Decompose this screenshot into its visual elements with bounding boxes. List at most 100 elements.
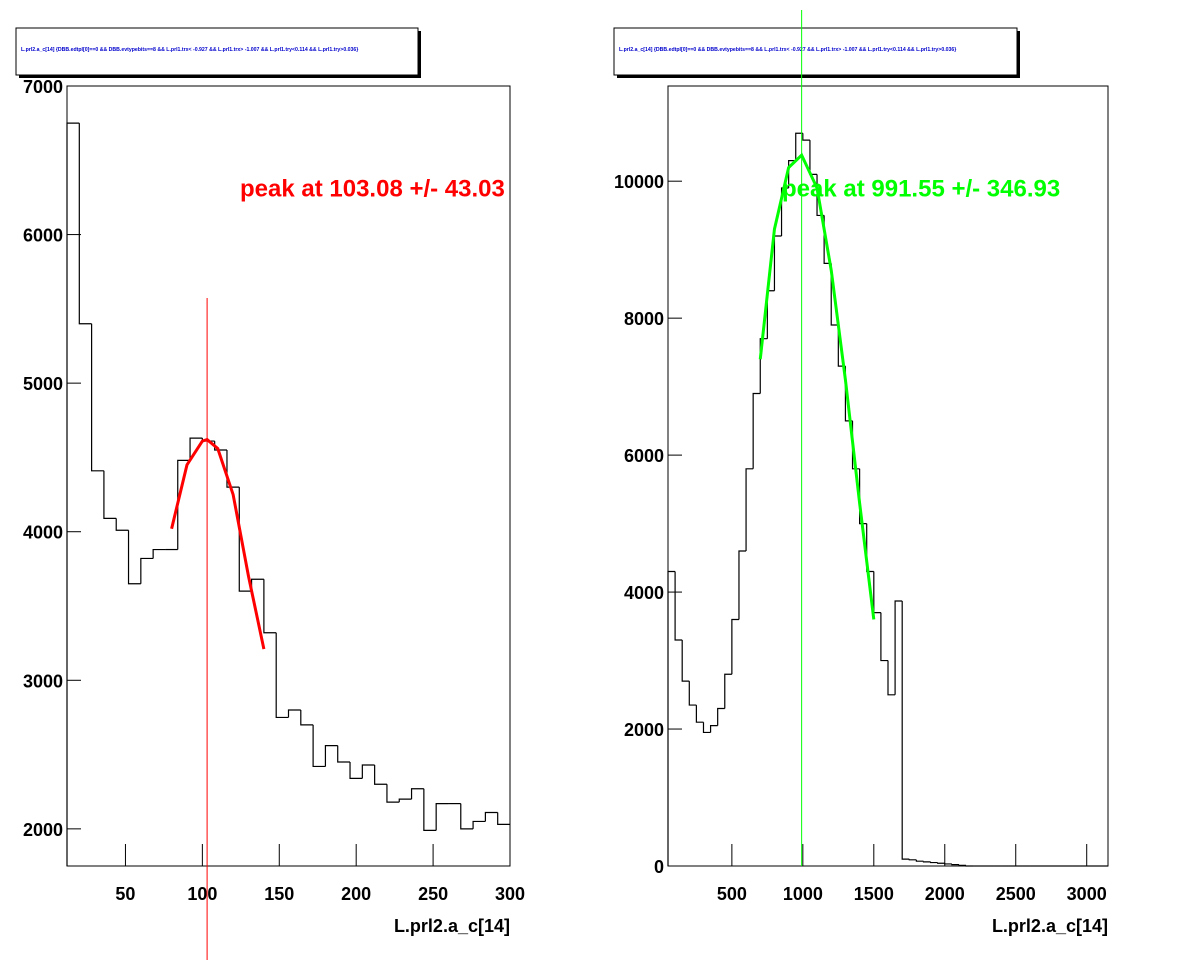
histogram-bin: [695, 705, 704, 723]
histogram-bin: [398, 798, 412, 803]
histogram-bin: [349, 762, 363, 779]
histogram-bin: [115, 518, 129, 531]
histogram-bin: [901, 600, 910, 860]
histogram-bin: [773, 235, 782, 291]
histogram-bin: [809, 140, 818, 175]
histogram-bin: [226, 450, 240, 488]
histogram-bin: [423, 788, 437, 831]
histogram-bin: [830, 263, 839, 326]
y-tick-label: 0: [654, 857, 664, 877]
y-tick-label: 3000: [23, 671, 63, 691]
histogram-bin: [497, 812, 510, 825]
histogram-bin: [152, 548, 166, 559]
histogram-bin: [674, 571, 683, 641]
annotation: peak at 103.08 +/- 43.03: [240, 175, 505, 202]
y-tick-label: 4000: [23, 523, 63, 543]
x-tick-label: 1000: [783, 884, 823, 904]
chart-title: L.prl2.a_c[14] {DBB.edtpl[0]==0 && DBB.e…: [619, 47, 956, 53]
histogram-bin: [91, 323, 104, 472]
histogram-bin: [880, 612, 888, 662]
histogram-bin: [361, 764, 375, 779]
histogram-bin: [887, 660, 896, 696]
x-tick-label: 200: [341, 884, 371, 904]
plot-frame: [66, 85, 511, 867]
fit-curve: [758, 152, 876, 620]
histogram-bin: [189, 437, 203, 461]
histogram-bin: [140, 557, 154, 584]
histogram-bin: [745, 468, 754, 551]
y-tick-label: 5000: [23, 374, 63, 394]
y-tick-label: 10000: [614, 172, 664, 192]
y-tick-label: 4000: [624, 583, 664, 603]
histogram-bin: [908, 859, 917, 861]
fit-curve: [170, 437, 266, 650]
histogram-bin: [78, 123, 92, 325]
histogram-bin: [922, 861, 931, 863]
histogram-bin: [127, 530, 141, 585]
histogram-bin: [951, 863, 959, 866]
y-tick-label: 2000: [23, 820, 63, 840]
histogram-bin: [337, 745, 351, 763]
histogram-bin: [460, 803, 474, 830]
histogram-bin: [250, 578, 264, 592]
x-tick-label: 3000: [1067, 884, 1107, 904]
x-tick-label: 300: [495, 884, 525, 904]
annotation: peak at 991.55 +/- 346.93: [782, 175, 1060, 202]
histogram-bin: [300, 710, 314, 726]
histogram-bin: [873, 571, 881, 614]
histogram-bin: [937, 862, 945, 864]
histogram-bin: [752, 392, 761, 469]
histogram-bin: [472, 820, 486, 829]
x-tick-label: 50: [115, 884, 135, 904]
histogram-bin: [667, 570, 676, 866]
histogram-bin: [788, 160, 796, 189]
x-tick-label: 1500: [854, 884, 894, 904]
y-tick-label: 6000: [23, 226, 63, 246]
histogram-bin: [275, 632, 289, 719]
plot-frame: [667, 85, 1109, 867]
histogram-bin: [859, 468, 867, 525]
histogram-bin: [484, 811, 498, 822]
histogram-bin: [287, 709, 301, 718]
histogram-bin: [731, 618, 739, 675]
histogram-bin: [688, 681, 697, 706]
histogram-bin: [759, 338, 768, 394]
histogram-bin: [958, 864, 967, 866]
x-axis-label: L.prl2.a_c[14]: [394, 916, 510, 936]
histogram-bin: [681, 640, 690, 682]
histogram-bin: [410, 788, 424, 800]
histogram-bin: [103, 470, 117, 519]
histogram-bin: [66, 122, 80, 866]
histogram-bin: [717, 707, 725, 726]
x-tick-label: 2500: [996, 884, 1036, 904]
histogram-bin: [702, 722, 711, 734]
histogram-bin: [802, 133, 810, 141]
y-tick-label: 8000: [624, 309, 664, 329]
histogram-bin: [324, 745, 338, 767]
y-tick-label: 7000: [23, 77, 63, 97]
histogram-bin: [795, 132, 803, 161]
histogram-bin: [738, 550, 747, 620]
x-axis-label: L.prl2.a_c[14]: [992, 916, 1108, 936]
chart-title: L.prl2.a_c[14] {DBB.edtpl[0]==0 && DBB.e…: [21, 47, 358, 53]
x-tick-label: 150: [264, 884, 294, 904]
histogram-bin: [263, 579, 277, 634]
y-tick-label: 2000: [624, 720, 664, 740]
histogram-bin: [929, 861, 938, 864]
histogram-bin: [894, 600, 903, 695]
title-box: [613, 27, 1018, 76]
x-tick-label: 500: [717, 884, 747, 904]
histogram-bin: [915, 859, 924, 862]
x-tick-label: 250: [418, 884, 448, 904]
histogram-bin: [374, 764, 387, 785]
x-tick-label: 2000: [925, 884, 965, 904]
title-box: [15, 27, 419, 76]
histogram-bin: [709, 725, 718, 733]
histogram-bin: [724, 673, 732, 709]
x-tick-label: 100: [187, 884, 217, 904]
histogram-bin: [965, 865, 974, 867]
y-tick-label: 6000: [624, 446, 664, 466]
histogram-bin: [780, 187, 789, 236]
histogram-bin: [312, 724, 326, 768]
